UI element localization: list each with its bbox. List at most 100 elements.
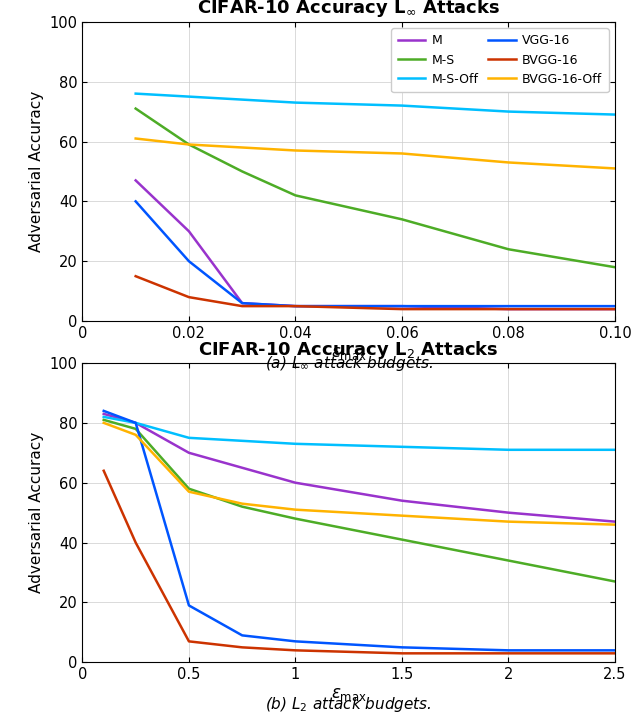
M-S [238, 502, 246, 511]
BVGG-16 [611, 305, 619, 314]
X-axis label: $\epsilon_{\mathrm{max}}$: $\epsilon_{\mathrm{max}}$ [331, 685, 366, 703]
M-S-Off [238, 95, 246, 104]
Title: CIFAR-10 Accuracy L$_\infty$ Attacks: CIFAR-10 Accuracy L$_\infty$ Attacks [197, 0, 500, 20]
BVGG-16-Off [185, 487, 193, 496]
BVGG-16 [238, 643, 246, 652]
BVGG-16 [505, 305, 512, 314]
M-S [611, 577, 619, 586]
Legend: M, M-S, M-S-Off, VGG-16, BVGG-16, BVGG-16-Off: M, M-S, M-S-Off, VGG-16, BVGG-16, BVGG-1… [391, 28, 609, 92]
BVGG-16-Off [398, 511, 406, 520]
Line: BVGG-16-Off: BVGG-16-Off [136, 139, 615, 168]
Text: (a) $L_\infty$ attack budgets.: (a) $L_\infty$ attack budgets. [264, 354, 433, 372]
M [238, 463, 246, 472]
M-S [132, 105, 139, 113]
VGG-16 [611, 302, 619, 311]
M [238, 299, 246, 308]
BVGG-16 [185, 637, 193, 645]
M [398, 302, 406, 311]
Line: M-S: M-S [136, 109, 615, 267]
M [611, 518, 619, 526]
BVGG-16 [398, 305, 406, 314]
BVGG-16-Off [185, 140, 193, 149]
BVGG-16 [398, 649, 406, 658]
BVGG-16 [100, 466, 108, 475]
M-S-Off [292, 439, 299, 448]
M-S-Off [100, 412, 108, 421]
VGG-16 [398, 643, 406, 652]
M [611, 305, 619, 314]
M [505, 508, 512, 517]
BVGG-16-Off [611, 164, 619, 173]
VGG-16 [292, 637, 299, 645]
VGG-16 [398, 302, 406, 311]
X-axis label: $\epsilon_{\mathrm{max}}$: $\epsilon_{\mathrm{max}}$ [331, 343, 366, 362]
BVGG-16-Off [398, 149, 406, 158]
VGG-16 [611, 646, 619, 655]
M-S-Off [292, 98, 299, 107]
M-S-Off [611, 446, 619, 454]
M-S [292, 514, 299, 523]
Line: M: M [136, 181, 615, 309]
VGG-16 [132, 197, 139, 205]
VGG-16 [185, 601, 193, 610]
BVGG-16-Off [292, 505, 299, 514]
M-S-Off [398, 101, 406, 110]
Line: BVGG-16: BVGG-16 [104, 470, 615, 653]
Line: VGG-16: VGG-16 [136, 201, 615, 306]
M-S [100, 415, 108, 424]
VGG-16 [185, 257, 193, 266]
M-S [505, 556, 512, 565]
M-S [185, 140, 193, 149]
M-S [132, 425, 139, 433]
M-S-Off [398, 442, 406, 451]
VGG-16 [292, 302, 299, 311]
M [132, 176, 139, 185]
VGG-16 [238, 299, 246, 308]
M-S [292, 191, 299, 200]
M-S-Off [505, 107, 512, 116]
BVGG-16-Off [611, 521, 619, 529]
Y-axis label: Adversarial Accuracy: Adversarial Accuracy [29, 432, 44, 593]
BVGG-16-Off [238, 499, 246, 508]
BVGG-16-Off [505, 518, 512, 526]
Text: (b) $L_2$ attack budgets.: (b) $L_2$ attack budgets. [266, 695, 432, 714]
M-S [398, 535, 406, 544]
BVGG-16-Off [100, 418, 108, 427]
BVGG-16 [611, 649, 619, 658]
VGG-16 [100, 407, 108, 415]
Y-axis label: Adversarial Accuracy: Adversarial Accuracy [29, 91, 44, 252]
BVGG-16-Off [292, 146, 299, 155]
BVGG-16-Off [132, 134, 139, 143]
M [292, 302, 299, 311]
BVGG-16 [292, 302, 299, 311]
BVGG-16-Off [132, 431, 139, 439]
M [292, 478, 299, 487]
Line: M-S-Off: M-S-Off [136, 94, 615, 115]
Line: VGG-16: VGG-16 [104, 411, 615, 650]
M-S [398, 215, 406, 224]
M-S [611, 263, 619, 272]
BVGG-16-Off [238, 143, 246, 152]
M-S [238, 167, 246, 176]
Line: M-S-Off: M-S-Off [104, 417, 615, 450]
M-S-Off [238, 436, 246, 445]
M-S-Off [185, 433, 193, 442]
M-S-Off [185, 92, 193, 101]
M-S-Off [611, 110, 619, 119]
M-S-Off [132, 418, 139, 427]
M [132, 418, 139, 427]
BVGG-16 [132, 272, 139, 280]
Title: CIFAR-10 Accuracy L$_2$ Attacks: CIFAR-10 Accuracy L$_2$ Attacks [198, 338, 499, 361]
BVGG-16 [132, 538, 139, 547]
M-S-Off [505, 446, 512, 454]
M [100, 409, 108, 418]
BVGG-16 [505, 649, 512, 658]
Line: BVGG-16: BVGG-16 [136, 276, 615, 309]
BVGG-16 [292, 646, 299, 655]
VGG-16 [132, 418, 139, 427]
VGG-16 [505, 646, 512, 655]
M-S [505, 245, 512, 253]
M-S [185, 484, 193, 493]
VGG-16 [238, 631, 246, 640]
BVGG-16 [185, 293, 193, 301]
